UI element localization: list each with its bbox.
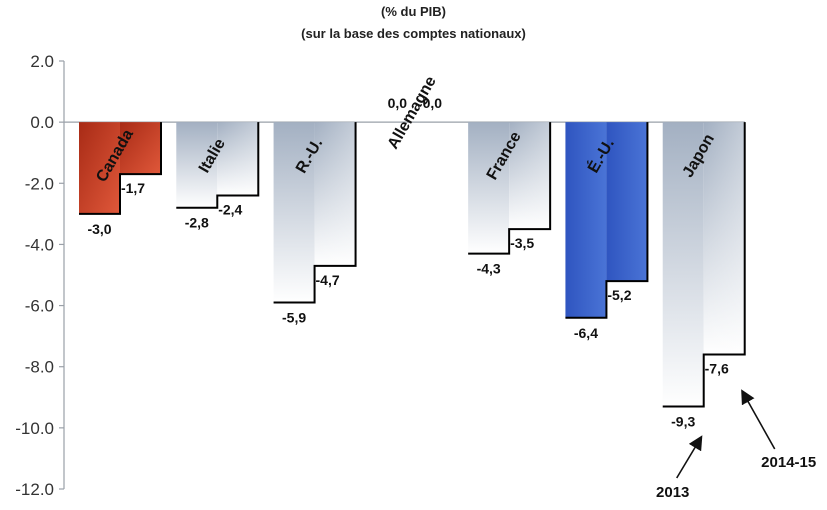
chart-subtitle-1: (% du PIB): [381, 4, 446, 19]
category-label-allemagne: Allemagne: [385, 73, 440, 152]
bar-2013-e-u: [565, 122, 607, 318]
bar-2014-15-e-u: [606, 122, 648, 282]
bar-2013-canada: [79, 122, 120, 214]
chart-subtitle-2: (sur la base des comptes nationaux): [301, 26, 526, 41]
y-tick-label: -6.0: [25, 297, 54, 316]
value-label-2013-japon: -9,3: [671, 413, 695, 429]
bar-shading-france: [509, 122, 551, 230]
value-label-2013-france: -4,3: [477, 261, 501, 277]
y-tick-label: -4.0: [25, 235, 54, 254]
value-label-2014-15-france: -3,5: [510, 235, 534, 251]
bar-2013-france: [468, 122, 510, 254]
value-label-2014-15-allemagne: 0,0: [423, 95, 443, 111]
value-label-2013-allemagne: 0,0: [388, 95, 408, 111]
bar-outline-italie: [176, 122, 260, 209]
y-tick-label: -2.0: [25, 174, 54, 193]
y-tick-label: 2.0: [30, 52, 54, 71]
value-label-2014-15-japon: -7,6: [705, 360, 729, 376]
bar-shading-japon: [703, 122, 745, 355]
bar-2013-italie: [176, 122, 218, 208]
bar-outline-japon: [662, 122, 746, 408]
y-tick-label: 0.0: [30, 113, 54, 132]
value-label-2013-r-u: -5,9: [282, 310, 306, 326]
bar-2014-15-canada: [120, 122, 161, 175]
bar-outline-r-u: [273, 122, 357, 304]
bar-outline-canada: [79, 122, 162, 215]
value-label-2014-15-italie: -2,4: [218, 202, 242, 218]
value-label-2013-italie: -2,8: [185, 215, 209, 231]
value-label-2014-15-r-u: -4,7: [316, 272, 340, 288]
arrow-2014-15: [741, 389, 776, 450]
series-label-2014-15: 2014-15: [761, 454, 816, 471]
value-label-2013-e-u: -6,4: [574, 325, 598, 341]
value-label-2014-15-e-u: -5,2: [607, 287, 631, 303]
bar-shading-italie: [217, 122, 259, 196]
value-label-2014-15-canada: -1,7: [121, 180, 145, 196]
bar-outline-e-u: [565, 122, 649, 319]
y-tick-label: -10.0: [15, 419, 54, 438]
bar-2013-japon: [662, 122, 704, 407]
bar-2013-r-u: [273, 122, 315, 303]
bar-shading-r-u: [314, 122, 356, 266]
series-label-2013: 2013: [656, 484, 689, 501]
y-tick-label: -8.0: [25, 358, 54, 377]
bar-outline-france: [468, 122, 552, 255]
value-label-2013-canada: -3,0: [87, 221, 111, 237]
y-tick-label: -12.0: [15, 480, 54, 499]
arrow-2013: [676, 435, 703, 479]
